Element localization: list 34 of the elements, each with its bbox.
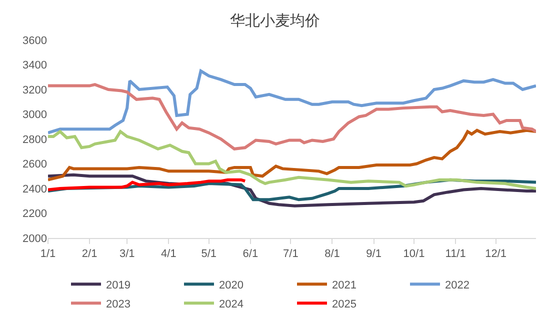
legend-label: 2022 <box>445 279 470 292</box>
y-tick-label: 3200 <box>22 84 47 96</box>
x-tick-label: 6/1 <box>242 248 258 260</box>
line-series <box>48 178 247 192</box>
line-series <box>48 69 536 134</box>
line-series <box>48 128 536 182</box>
x-tick-label: 2/1 <box>82 248 98 260</box>
y-tick-label: 3400 <box>22 60 47 72</box>
line-series <box>48 130 536 190</box>
y-tick-label: 3600 <box>22 34 47 47</box>
y-tick-label: 3000 <box>22 109 47 122</box>
legend-label: 2023 <box>106 298 130 310</box>
legend-label: 2025 <box>332 298 356 310</box>
x-tick-label: 10/1 <box>403 248 425 260</box>
x-tick-label: 11/1 <box>445 248 466 260</box>
x-tick-label: 9/1 <box>366 248 382 260</box>
y-tick-label: 2800 <box>22 134 47 146</box>
x-tick-label: 3/1 <box>119 248 135 260</box>
legend-label: 2021 <box>332 279 356 292</box>
y-tick-label: 2200 <box>22 208 47 220</box>
legend-label: 2019 <box>106 279 130 292</box>
y-tick-label: 2000 <box>22 232 47 245</box>
x-tick-label: 8/1 <box>324 248 340 260</box>
x-tick-label: 4/1 <box>161 248 176 260</box>
y-tick-label: 2600 <box>22 158 47 171</box>
x-tick-label: 1/1 <box>40 248 56 260</box>
legend-label: 2024 <box>219 298 244 310</box>
line-series <box>48 83 536 150</box>
chart-title: 华北小麦均价 <box>230 12 320 30</box>
x-tick-label: 7/1 <box>283 248 298 260</box>
x-tick-label: 12/1 <box>485 248 506 260</box>
legend-label: 2020 <box>219 279 244 292</box>
y-tick-label: 2400 <box>22 183 47 196</box>
x-tick-label: 5/1 <box>201 248 217 260</box>
